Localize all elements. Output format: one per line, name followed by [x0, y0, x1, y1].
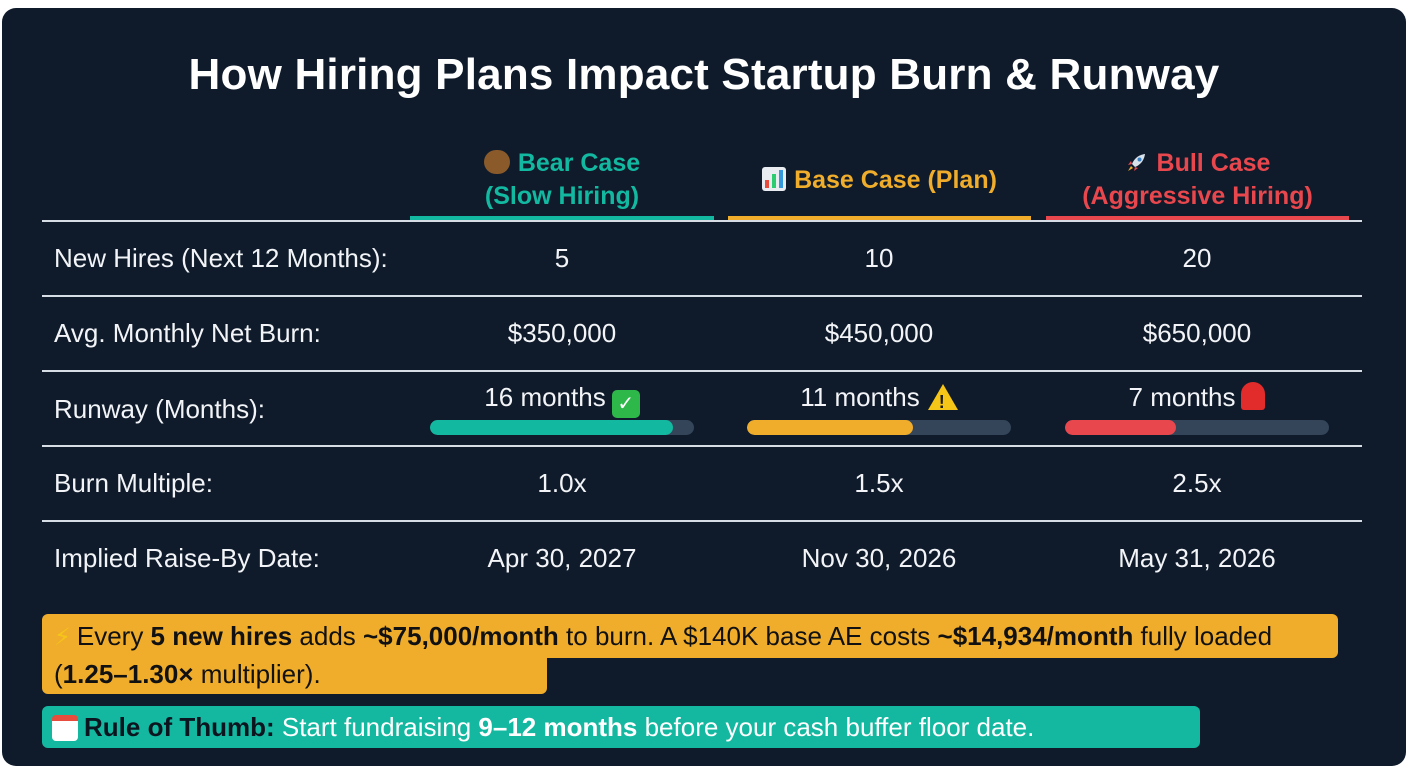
column-header-bear: Bear Case (Slow Hiring) [410, 142, 714, 218]
new-hires-base: 10 [864, 243, 894, 273]
column-underline-bull [1046, 216, 1349, 220]
column-header-base: Base Case (Plan) [728, 142, 1031, 218]
runway-bar-fill [430, 420, 673, 435]
table-divider [42, 520, 1362, 522]
calendar-icon [52, 715, 78, 741]
row-label-new-hires: New Hires (Next 12 Months): [54, 243, 388, 273]
runway-bar-fill [747, 420, 914, 435]
burn-multiple-bear: 1.0x [537, 468, 587, 498]
new-hires-bear: 5 [554, 243, 570, 273]
warning-icon: ! [927, 384, 958, 412]
table-divider [42, 445, 1362, 447]
runway-base-value: 11 months [800, 382, 920, 412]
runway-bar-bear [430, 420, 694, 435]
raise-by-base: Nov 30, 2026 [801, 543, 957, 573]
lightning-icon: ⚡ [54, 624, 71, 651]
column-header-bear-subtitle: (Slow Hiring) [484, 182, 640, 210]
column-underline-base [728, 216, 1031, 220]
column-header-bull-subtitle: (Aggressive Hiring) [1082, 182, 1313, 210]
runway-bear-value: 16 months [484, 382, 606, 412]
net-burn-base: $450,000 [824, 318, 934, 348]
row-label-burn-multiple: Burn Multiple: [54, 468, 213, 498]
new-hires-bull: 20 [1182, 243, 1212, 273]
runway-bull: 7 months [1047, 382, 1347, 413]
burn-multiple-bull: 2.5x [1172, 468, 1222, 498]
column-header-base-title: Base Case (Plan) [794, 165, 997, 194]
hiring-cost-text: ⚡ Every 5 new hires adds ~$75,000/month t… [54, 621, 1273, 689]
runway-bar-bull [1065, 420, 1329, 435]
table-divider [42, 370, 1362, 372]
table-divider [42, 220, 1362, 222]
rule-of-thumb-callout: Rule of Thumb: Start fundraising 9–12 mo… [42, 706, 1200, 748]
page-title: How Hiring Plans Impact Startup Burn & R… [188, 50, 1220, 99]
net-burn-bear: $350,000 [507, 318, 617, 348]
raise-by-bear: Apr 30, 2027 [487, 543, 637, 573]
column-header-bear-title: Bear Case [517, 149, 641, 177]
raise-by-bull: May 31, 2026 [1118, 543, 1276, 573]
table-divider [42, 295, 1362, 297]
rule-of-thumb-text: Rule of Thumb: Start fundraising 9–12 mo… [52, 709, 1034, 745]
row-label-net-burn: Avg. Monthly Net Burn: [54, 318, 321, 348]
hiring-cost-callout: ⚡ Every 5 new hires adds ~$75,000/month t… [42, 614, 1338, 694]
burn-multiple-base: 1.5x [854, 468, 904, 498]
runway-bar-base [747, 420, 1011, 435]
column-header-bull: Bull Case (Aggressive Hiring) [1046, 142, 1349, 218]
column-header-bull-title: Bull Case [1156, 149, 1271, 177]
runway-base: 11 months! [729, 382, 1029, 413]
net-burn-bull: $650,000 [1142, 318, 1252, 348]
row-label-runway: Runway (Months): [54, 394, 265, 424]
runway-bull-value: 7 months [1128, 382, 1236, 412]
rocket-icon [1127, 154, 1145, 171]
siren-icon [1241, 382, 1266, 410]
column-underline-bear [410, 216, 714, 220]
runway-bear: 16 months ✓ [412, 382, 712, 418]
runway-bar-fill [1065, 420, 1176, 435]
bear-icon [483, 150, 510, 174]
bar-chart-icon [762, 166, 787, 191]
check-mark-icon: ✓ [611, 390, 640, 418]
row-label-raise-by-date: Implied Raise-By Date: [54, 543, 320, 573]
